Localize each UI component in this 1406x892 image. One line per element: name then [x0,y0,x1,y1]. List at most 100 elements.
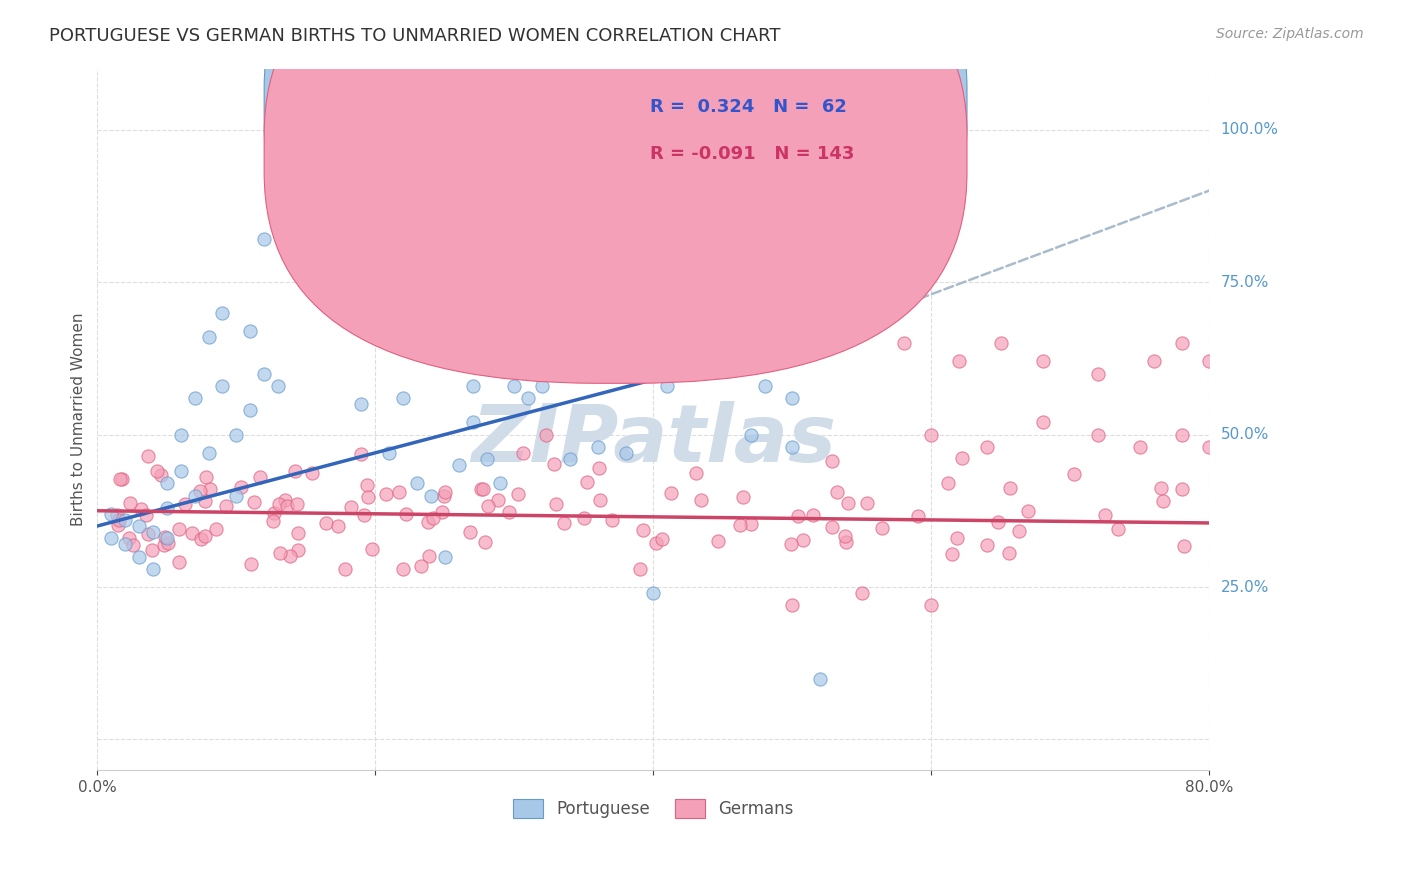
FancyBboxPatch shape [581,72,915,181]
Point [834,529,856,543]
Point [657,378,679,392]
Point [107,508,129,522]
Point [976,440,998,454]
Text: R = -0.091   N = 143: R = -0.091 N = 143 [650,145,855,162]
Point [276,500,298,514]
Point [825,484,848,499]
Text: 25.0%: 25.0% [1220,580,1268,594]
Point [659,486,682,500]
Point [433,549,456,564]
Point [249,470,271,484]
Point [190,532,212,546]
Point [100,531,122,545]
Point [183,489,205,503]
Point [820,520,842,534]
Text: Source: ZipAtlas.com: Source: ZipAtlas.com [1216,27,1364,41]
Point [150,468,173,483]
Point [141,543,163,558]
Point [740,516,762,531]
Point [169,554,191,568]
Point [388,485,411,500]
Point [1107,523,1129,537]
Point [135,508,157,522]
Point [107,517,129,532]
Point [837,495,859,509]
Point [146,464,169,478]
Point [243,495,266,509]
Point [1170,427,1192,442]
Point [156,531,179,545]
Point [990,336,1012,351]
Point [156,500,179,515]
Point [420,489,443,503]
Point [503,378,526,392]
FancyBboxPatch shape [264,0,967,336]
Point [870,521,893,535]
Point [353,508,375,523]
Point [394,507,416,521]
Point [1032,415,1054,429]
Point [1017,504,1039,518]
Point [586,440,609,454]
Point [477,499,499,513]
Point [269,497,291,511]
Point [685,466,707,480]
Point [856,496,879,510]
Point [432,489,454,503]
Point [120,496,142,510]
Point [315,516,337,530]
Point [253,367,276,381]
Point [239,403,262,417]
Point [1198,354,1220,368]
Point [350,447,373,461]
Point [100,507,122,521]
Point [142,562,165,576]
Point [998,546,1021,560]
Y-axis label: Births to Unmarried Women: Births to Unmarried Women [72,312,86,526]
Point [197,330,219,344]
Point [153,538,176,552]
Point [517,391,540,405]
Point [471,482,494,496]
Point [733,490,755,504]
Point [600,513,623,527]
Point [155,530,177,544]
Point [339,500,361,514]
Point [651,532,673,546]
Point [534,427,557,442]
Point [780,537,803,551]
Point [198,482,221,496]
Point [392,562,415,576]
Point [239,324,262,338]
Point [475,451,498,466]
Point [588,461,610,475]
Point [108,513,131,527]
Point [356,478,378,492]
Point [706,533,728,548]
Point [948,354,970,368]
Point [411,558,433,573]
Point [1150,481,1173,495]
Point [1032,354,1054,368]
Point [374,487,396,501]
Point [301,466,323,480]
Point [194,494,217,508]
Point [461,378,484,392]
Point [1198,440,1220,454]
Point [558,451,581,466]
Point [253,232,276,246]
Point [364,305,387,319]
Point [170,464,193,478]
Point [281,141,304,155]
Point [803,508,825,522]
Point [1063,467,1085,481]
Point [336,300,359,314]
Point [392,391,415,405]
Point [920,599,942,613]
Point [205,522,228,536]
Point [614,446,637,460]
Point [136,449,159,463]
Point [936,475,959,490]
Point [114,537,136,551]
Point [458,525,481,540]
